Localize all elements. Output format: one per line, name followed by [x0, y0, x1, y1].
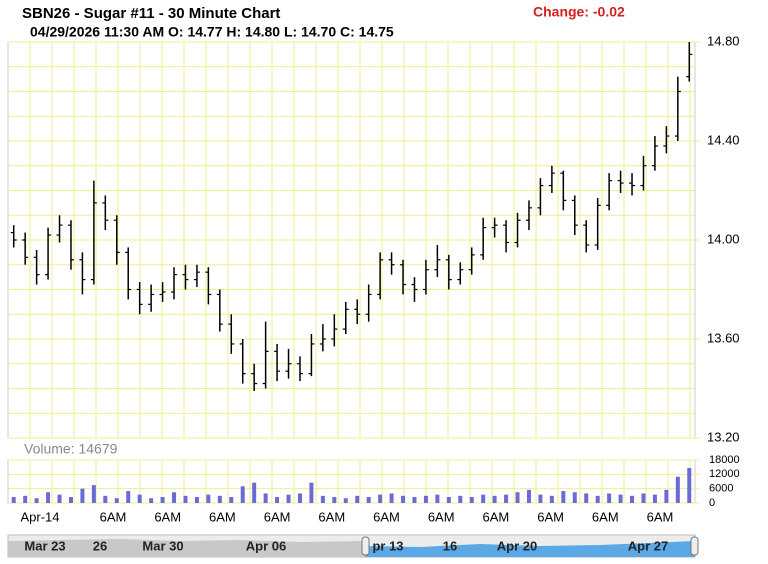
volume-label: Volume: 14679	[24, 441, 118, 457]
navigator-handle[interactable]	[361, 536, 370, 556]
navigator-label: Mar 23	[24, 538, 65, 553]
volume-bar	[378, 494, 383, 503]
volume-bar	[492, 495, 497, 503]
navigator-label: pr 13	[372, 538, 403, 553]
chart-title: SBN26 - Sugar #11 - 30 Minute Chart	[22, 5, 280, 22]
volume-bar	[515, 492, 520, 503]
volume-bar	[57, 494, 62, 503]
volume-bar	[664, 489, 669, 503]
volume-bar	[641, 493, 646, 503]
volume-bar	[652, 494, 657, 503]
volume-bar	[91, 485, 96, 503]
y-tick-label: 14.00	[707, 231, 740, 246]
x-tick-label: 6AM	[537, 509, 564, 524]
volume-bar	[435, 494, 440, 503]
volume-bar	[172, 492, 177, 503]
volume-bar	[194, 497, 199, 503]
volume-bar	[183, 495, 188, 503]
volume-bar	[275, 497, 280, 503]
volume-bar	[423, 495, 428, 503]
volume-bar	[584, 493, 589, 503]
volume-bar	[401, 495, 406, 503]
navigator-label: Mar 30	[142, 538, 183, 553]
navigator-label: Apr 27	[628, 538, 668, 553]
y-tick-label: 13.20	[707, 429, 740, 444]
volume-bar	[114, 498, 119, 503]
navigator-selected	[365, 541, 695, 557]
volume-bar	[320, 495, 325, 503]
volume-bar	[229, 497, 234, 503]
volume-bar	[412, 497, 417, 503]
volume-bar	[572, 492, 577, 503]
x-tick-label: 6AM	[209, 509, 236, 524]
volume-bar	[297, 493, 302, 503]
volume-bar	[618, 494, 623, 503]
volume-bar	[458, 495, 463, 503]
volume-bar	[332, 497, 337, 503]
x-tick-label: 6AM	[264, 509, 291, 524]
y-tick-label: 14.80	[707, 33, 740, 48]
volume-bar	[126, 491, 131, 503]
navigator-area	[8, 539, 365, 557]
volume-bar	[549, 495, 554, 503]
change: Change: -0.02	[533, 4, 625, 20]
volume-bar	[366, 497, 371, 503]
volume-bar	[504, 494, 509, 503]
y-tick-label: 18000	[709, 454, 740, 466]
volume-bar	[469, 497, 474, 503]
volume-bar	[103, 495, 108, 503]
volume-bar	[446, 497, 451, 503]
y-tick-label: 6000	[709, 483, 733, 495]
y-tick-label: 12000	[709, 468, 740, 480]
navigator-handle[interactable]	[690, 536, 699, 556]
volume-bar	[34, 498, 39, 503]
volume-bar	[217, 495, 222, 503]
volume-bar	[11, 497, 16, 503]
volume-bar	[630, 495, 635, 503]
volume-bar	[481, 494, 486, 503]
x-tick-label: 6AM	[428, 509, 455, 524]
volume-bar	[607, 493, 612, 503]
navigator-label: Apr 20	[497, 538, 537, 553]
y-tick-label: 14.40	[707, 132, 740, 147]
volume-bar	[526, 489, 531, 503]
y-tick-label: 0	[709, 497, 715, 509]
x-tick-label: 6AM	[100, 509, 127, 524]
volume-area	[7, 459, 696, 504]
volume-bar	[561, 491, 566, 503]
x-tick-label: 6AM	[592, 509, 619, 524]
volume-bar	[160, 497, 165, 503]
volume-bar	[149, 498, 154, 503]
subtitle: 04/29/2026 11:30 AM O: 14.77 H: 14.80 L:…	[30, 24, 394, 40]
y-tick-label: 13.60	[707, 330, 740, 345]
volume-bar	[137, 494, 142, 503]
volume-bar	[538, 494, 543, 503]
volume-bar	[23, 495, 28, 503]
volume-bar	[355, 495, 360, 503]
x-tick-label: 6AM	[318, 509, 345, 524]
navigator-label: 26	[93, 538, 107, 553]
x-tick-label: 6AM	[373, 509, 400, 524]
volume-bar	[80, 488, 85, 503]
volume-bar	[343, 498, 348, 503]
volume-bar	[252, 482, 257, 503]
volume-bar	[675, 476, 680, 503]
volume-bar	[687, 467, 692, 503]
volume-bar	[263, 493, 268, 503]
volume-bar	[206, 494, 211, 503]
navigator-label: 16	[443, 538, 457, 553]
volume-bar	[389, 493, 394, 503]
volume-bar	[68, 497, 73, 503]
volume-bar	[240, 486, 245, 503]
x-tick-label: 6AM	[647, 509, 674, 524]
x-tick-label: 6AM	[483, 509, 510, 524]
x-tick-label: 6AM	[154, 509, 181, 524]
volume-bar	[309, 482, 314, 503]
volume-bar	[595, 495, 600, 503]
volume-bar	[286, 494, 291, 503]
x-tick-label: Apr-14	[20, 509, 59, 524]
navigator-label: Apr 06	[246, 538, 286, 553]
volume-bar	[46, 492, 51, 503]
